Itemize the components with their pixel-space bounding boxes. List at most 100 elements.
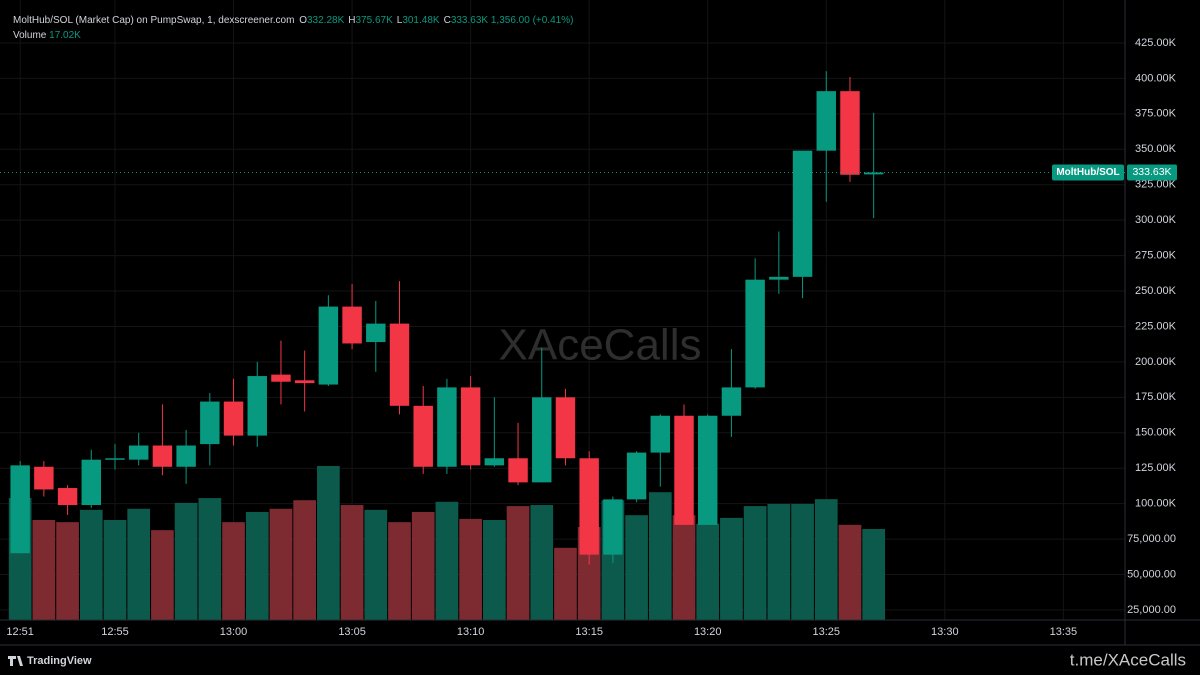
volume-bar bbox=[814, 499, 838, 620]
volume-bar bbox=[648, 492, 672, 620]
volume-bar bbox=[32, 520, 56, 620]
last-price-box bbox=[1127, 164, 1177, 181]
candle-body bbox=[81, 459, 102, 506]
candle-body bbox=[389, 323, 410, 406]
volume-bar bbox=[127, 508, 151, 620]
header-ohlc: O332.28K H375.67K L301.48K C333.63K bbox=[299, 15, 488, 26]
volume-header: Volume 17.02K bbox=[13, 30, 81, 41]
volume-bar bbox=[388, 522, 411, 620]
ohlc-value: 332.28K bbox=[307, 15, 345, 26]
candle-body bbox=[342, 306, 362, 344]
y-tick-label: 25,000.00 bbox=[1127, 604, 1176, 616]
y-tick-label: 50,000.00 bbox=[1127, 568, 1176, 580]
watermark: XAceCalls bbox=[499, 321, 702, 370]
y-tick-label: 175.00K bbox=[1135, 391, 1177, 403]
ohlc-key: H bbox=[348, 15, 355, 26]
footer-brand: TradingView bbox=[27, 655, 92, 667]
volume-bar bbox=[364, 509, 388, 620]
symbol-label: MoltHub/SOL bbox=[1056, 167, 1119, 178]
x-tick-label: 13:05 bbox=[338, 626, 366, 638]
volume-bar bbox=[222, 522, 245, 620]
volume-pane bbox=[8, 465, 886, 620]
tradingview-logo bbox=[8, 656, 23, 666]
y-tick-label: 425.00K bbox=[1135, 37, 1177, 49]
y-tick-label: 225.00K bbox=[1135, 320, 1177, 332]
ohlc-value: 333.63K bbox=[451, 15, 489, 26]
x-tick-label: 13:35 bbox=[1050, 626, 1078, 638]
candle-body bbox=[437, 387, 457, 467]
volume-bar bbox=[174, 502, 198, 620]
volume-bar bbox=[103, 520, 127, 620]
candle-body bbox=[57, 488, 78, 506]
y-tick-label: 250.00K bbox=[1135, 285, 1177, 297]
volume-bar bbox=[435, 501, 459, 620]
symbol-label-box bbox=[1052, 164, 1124, 181]
ohlc-key: C bbox=[444, 15, 451, 26]
y-tick-label: 125.00K bbox=[1135, 462, 1177, 474]
candle-body bbox=[674, 415, 694, 525]
candle-body bbox=[555, 397, 576, 459]
y-tick-label: 300.00K bbox=[1135, 214, 1177, 226]
ohlc-key: O bbox=[299, 15, 307, 26]
volume-bar bbox=[317, 465, 340, 620]
candle-body bbox=[792, 150, 813, 277]
volume-bar bbox=[625, 515, 648, 620]
volume-bar bbox=[482, 520, 506, 620]
candle-body bbox=[626, 452, 647, 500]
candle-body bbox=[413, 405, 433, 467]
volume-value: 17.02K bbox=[49, 30, 81, 41]
candle-body bbox=[769, 276, 789, 280]
candle-body bbox=[840, 91, 860, 175]
candle-body bbox=[34, 466, 54, 490]
volume-bar bbox=[459, 518, 482, 620]
candle-body bbox=[318, 306, 339, 385]
candle-body bbox=[745, 279, 765, 388]
candle-body bbox=[579, 458, 599, 555]
y-tick-label: 350.00K bbox=[1135, 143, 1177, 155]
volume-bar bbox=[720, 517, 743, 620]
y-tick-label: 100.00K bbox=[1135, 498, 1177, 510]
volume-bar bbox=[293, 500, 317, 620]
candle-body bbox=[532, 397, 552, 483]
volume-title: Volume bbox=[13, 30, 47, 41]
volume-bar bbox=[791, 503, 814, 620]
volume-bar bbox=[672, 515, 696, 620]
volume-bar bbox=[530, 505, 554, 620]
candle-body bbox=[650, 415, 671, 453]
volume-bar bbox=[506, 506, 530, 620]
x-tick-label: 13:25 bbox=[812, 626, 840, 638]
volume-bar bbox=[198, 498, 222, 620]
candle-body bbox=[200, 401, 220, 445]
candle-body bbox=[105, 458, 125, 460]
x-tick-label: 12:51 bbox=[6, 626, 34, 638]
volume-bar bbox=[151, 530, 174, 620]
x-tick-label: 13:10 bbox=[457, 626, 485, 638]
volume-bar bbox=[79, 509, 103, 620]
header-change: 1,356.00 (+0.41%) bbox=[491, 15, 574, 26]
footer bbox=[0, 645, 1200, 675]
header: MoltHub/SOL (Market Cap) on PumpSwap, 1,… bbox=[13, 15, 573, 26]
y-tick-label: 325.00K bbox=[1135, 179, 1177, 191]
candle-body bbox=[294, 380, 315, 384]
ohlc-key: L bbox=[397, 15, 403, 26]
candle-body bbox=[697, 415, 718, 525]
y-tick-label: 400.00K bbox=[1135, 72, 1177, 84]
y-tick-label: 75,000.00 bbox=[1127, 533, 1176, 545]
y-tick-label: 150.00K bbox=[1135, 427, 1177, 439]
y-tick-label: 275.00K bbox=[1135, 249, 1177, 261]
ohlc-value: 301.48K bbox=[402, 15, 440, 26]
candle-body bbox=[460, 387, 481, 466]
volume-bar bbox=[340, 505, 364, 620]
candle-body bbox=[223, 401, 244, 436]
volume-bar bbox=[411, 511, 435, 620]
volume-bar bbox=[838, 524, 862, 620]
candle-body bbox=[484, 458, 505, 466]
candle-body bbox=[176, 445, 196, 467]
candle-body bbox=[508, 458, 528, 483]
x-tick-label: 13:20 bbox=[694, 626, 722, 638]
candle-body bbox=[152, 445, 173, 467]
last-price-label: 333.63K bbox=[1132, 166, 1171, 178]
footer-link[interactable]: t.me/XAceCalls bbox=[1070, 650, 1186, 669]
candles bbox=[10, 71, 884, 565]
